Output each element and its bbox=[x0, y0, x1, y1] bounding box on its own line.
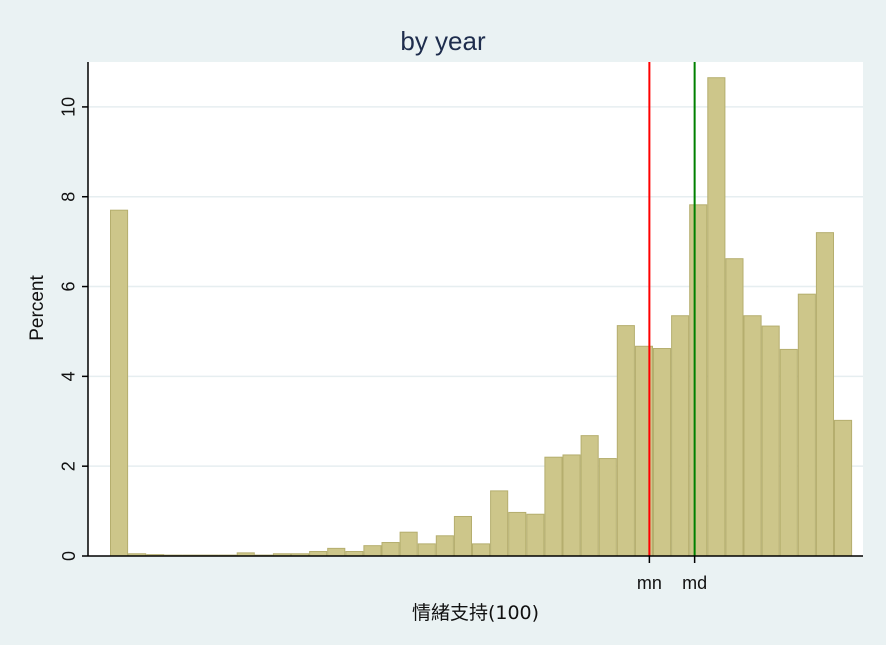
histogram-bar bbox=[689, 204, 708, 557]
histogram-bar bbox=[381, 542, 400, 557]
y-tick-label: 10 bbox=[59, 97, 79, 117]
histogram-bar bbox=[327, 547, 346, 557]
histogram-bar bbox=[671, 315, 690, 557]
histogram-bar bbox=[562, 454, 581, 557]
histogram-bar bbox=[472, 543, 491, 557]
histogram-bar bbox=[417, 543, 436, 557]
y-tick-label: 8 bbox=[59, 192, 79, 202]
x-tick-label-mn: mn bbox=[637, 573, 662, 593]
histogram-bar bbox=[526, 513, 545, 557]
histogram-bar bbox=[725, 258, 744, 557]
chart-title: by year bbox=[400, 26, 486, 56]
histogram-bar bbox=[797, 293, 816, 557]
y-tick-label: 2 bbox=[59, 461, 79, 471]
histogram-bar bbox=[616, 325, 635, 557]
y-tick-label: 4 bbox=[59, 371, 79, 381]
histogram-bar bbox=[779, 348, 798, 557]
histogram-bar bbox=[707, 77, 726, 557]
histogram-bar bbox=[399, 531, 418, 557]
x-tick-label-md: md bbox=[682, 573, 707, 593]
histogram-bar bbox=[834, 419, 853, 557]
x-axis-label: 情緒支持(100) bbox=[411, 602, 540, 624]
histogram-bar bbox=[363, 545, 382, 557]
y-tick-label: 6 bbox=[59, 282, 79, 292]
histogram-bar bbox=[743, 315, 762, 557]
histogram-bar bbox=[544, 456, 563, 557]
histogram-bar bbox=[653, 348, 672, 557]
histogram-bar bbox=[110, 209, 129, 557]
histogram-bar bbox=[435, 535, 454, 557]
histogram-bar bbox=[453, 515, 472, 557]
histogram-bar bbox=[815, 232, 835, 557]
histogram-bar bbox=[508, 511, 527, 557]
histogram-bar bbox=[761, 325, 780, 557]
histogram-bar bbox=[490, 490, 509, 557]
histogram-bar bbox=[580, 435, 599, 557]
histogram-bar bbox=[598, 458, 617, 557]
y-tick-label: 0 bbox=[59, 551, 79, 561]
